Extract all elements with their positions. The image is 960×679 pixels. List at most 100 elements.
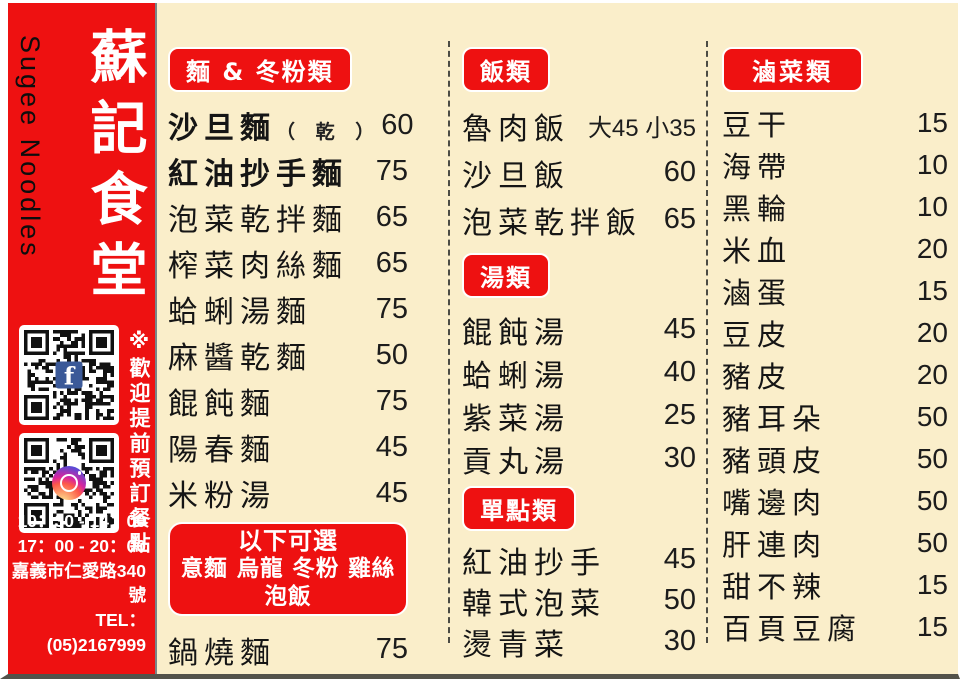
menu-item-name: 嘴邊肉: [722, 486, 828, 520]
menu-item-name: 紅油抄手麵: [168, 157, 348, 192]
menu-area: 麵 & 冬粉類 沙旦麵（ 乾 ） 60 紅油抄手麵 75 泡菜乾拌麵 65 榨菜肉絲麵 65 蛤蜊…: [160, 3, 958, 674]
menu-item-price: 40: [663, 356, 696, 388]
restaurant-name-english: Sugee Noodles: [15, 35, 45, 259]
menu-section: 滷菜類 豆干 15 海帶 10 黑輪 10 米血 20 滷蛋 15 豆皮 20 豬皮 20 豬耳朵 50 豬頭皮 5…: [722, 47, 948, 648]
menu-item-name: 餛飩麵: [168, 387, 276, 422]
menu-item-row: 紅油抄手麵 75: [168, 148, 408, 194]
menu-item-row: 海帶 10: [722, 144, 948, 186]
menu-item-price: 45: [375, 476, 408, 509]
menu-item-name: 米血: [722, 234, 793, 268]
instagram-icon: [52, 466, 86, 500]
menu-item-price: 20: [916, 233, 948, 264]
menu-item-name: 麻醬乾麵: [168, 341, 312, 376]
menu-item-price: 50: [663, 584, 696, 616]
menu-item-price: 20: [916, 317, 948, 348]
menu-item-price: 75: [375, 633, 408, 666]
instagram-dot-icon: [77, 471, 81, 475]
menu-item-suffix: （ 乾 ）: [276, 121, 382, 143]
menu-item-row: 魯肉飯 大45 小35: [462, 102, 696, 149]
menu-item-row: 鍋燒麵 75: [168, 626, 408, 673]
facebook-qr-code: f: [19, 325, 119, 425]
menu-item-row: 泡菜湯麵110: [168, 673, 408, 674]
menu-item-price: 45: [375, 430, 408, 463]
menu-item-name: 貢丸湯: [462, 444, 570, 480]
menu-item-row: 紫菜湯 25: [462, 394, 696, 437]
menu-item-row: 韓式泡菜 50: [462, 580, 696, 622]
menu-item-name: 燙青菜: [462, 627, 570, 663]
menu-item-row: 甜不辣 15: [722, 564, 948, 606]
menu-item-row: 泡菜乾拌麵 65: [168, 194, 408, 240]
menu-item-name: 蛤蜊湯麵: [168, 295, 312, 330]
menu-item-row: 嘴邊肉 50: [722, 480, 948, 522]
menu-item-row: 餛飩麵 75: [168, 378, 408, 424]
section-header-badge: 湯類: [462, 253, 550, 298]
menu-item-row: 餛飩湯 45: [462, 308, 696, 351]
menu-item-price: 25: [663, 399, 696, 431]
menu-item-name: 紅油抄手: [462, 545, 606, 581]
menu-item-row: 陽春麵 45: [168, 424, 408, 470]
menu-item-price: 15: [916, 107, 948, 138]
menu-item-price: 75: [375, 292, 408, 325]
menu-item-price: 10: [916, 149, 948, 180]
menu-item-price: 45: [663, 543, 696, 575]
menu-item-row: 豬頭皮 50: [722, 438, 948, 480]
facebook-icon: f: [55, 361, 83, 389]
menu-item-price: 20: [916, 359, 948, 390]
menu-item-name: 豬耳朵: [722, 402, 828, 436]
menu-item-row: 豆皮 20: [722, 312, 948, 354]
menu-item-name: 紫菜湯: [462, 401, 570, 437]
menu-column-noodles: 麵 & 冬粉類 沙旦麵（ 乾 ） 60 紅油抄手麵 75 泡菜乾拌麵 65 榨菜肉絲麵 65 蛤蜊…: [168, 47, 414, 674]
menu-item-row: 豬皮 20: [722, 354, 948, 396]
menu-item-name: 鍋燒麵: [168, 635, 276, 671]
menu-item-row: 豬耳朵 50: [722, 396, 948, 438]
menu-item-row: 榨菜肉絲麵 65: [168, 240, 408, 286]
menu-item-name: 榨菜肉絲麵: [168, 249, 348, 284]
menu-item-name: 豆干: [722, 108, 793, 142]
menu-item-price: 50: [916, 527, 948, 558]
menu-item-price: 10: [916, 191, 948, 222]
menu-item-price: 50: [916, 443, 948, 474]
section-header-badge: 單點類: [462, 486, 576, 531]
menu-column-rice-soup: 飯類 魯肉飯 大45 小35 沙旦飯 60 泡菜乾拌飯 65 湯類 餛飩湯 45 蛤蜊湯 40 紫菜湯 2…: [462, 47, 696, 663]
restaurant-name-chinese: 蘇記食堂: [81, 27, 148, 311]
menu-section: 湯類 餛飩湯 45 蛤蜊湯 40 紫菜湯 25 貢丸湯 30: [462, 253, 696, 480]
phone: TEL：(05)2167999: [46, 610, 146, 656]
menu-item-price: 65: [663, 203, 696, 235]
menu-item-row: 燙青菜 30: [462, 621, 696, 663]
menu-item-price: 60: [381, 108, 414, 141]
menu-item-price: 65: [375, 200, 408, 233]
sidebar: Sugee Noodles 蘇記食堂 ※歡迎提前預訂餐點 f 10：30 - 1…: [8, 3, 157, 674]
menu-section: 單點類紅油抄手 45 韓式泡菜 50 燙青菜 30: [462, 486, 696, 663]
column-divider: [448, 41, 450, 643]
qr-pattern: [24, 330, 114, 420]
menu-item-name: 豬皮: [722, 360, 793, 394]
section-header-line: 意麵 烏龍 冬粉 雞絲 泡飯: [180, 556, 396, 610]
menu-item-price: 15: [916, 611, 948, 642]
menu-item-row: 米血 20: [722, 228, 948, 270]
column-divider: [706, 41, 708, 643]
menu-item-row: 肝連肉 50: [722, 522, 948, 564]
preorder-note: ※歡迎提前預訂餐點: [127, 329, 151, 557]
section-header-badge: 滷菜類: [722, 47, 863, 92]
menu-item-price: 75: [375, 154, 408, 187]
menu-item-price: 50: [375, 338, 408, 371]
menu-item-name: 豆皮: [722, 318, 793, 352]
menu-item-price: 65: [375, 246, 408, 279]
menu-item-row: 泡菜乾拌飯 65: [462, 196, 696, 243]
menu-item-name: 甜不辣: [722, 570, 828, 604]
menu-item-row: 滷蛋 15: [722, 270, 948, 312]
menu-item-price: 30: [663, 625, 696, 657]
qr-pattern: [24, 438, 114, 528]
menu-item-name: 海帶: [722, 150, 793, 184]
menu-item-row: 豆干 15: [722, 102, 948, 144]
menu-item-name: 肝連肉: [722, 528, 828, 562]
menu-column-braised: 滷菜類 豆干 15 海帶 10 黑輪 10 米血 20 滷蛋 15 豆皮 20 豬皮 20 豬耳朵 50 豬頭皮 5…: [722, 47, 948, 648]
menu-item-row: 蛤蜊湯麵 75: [168, 286, 408, 332]
menu-item-name: 泡菜乾拌麵: [168, 203, 348, 238]
menu-item-name: 韓式泡菜: [462, 586, 606, 622]
instagram-qr-code: [19, 433, 119, 533]
menu-item-price: 60: [663, 156, 696, 188]
section-header-line: 以下可選: [238, 527, 338, 555]
menu-item-price: 50: [916, 401, 948, 432]
